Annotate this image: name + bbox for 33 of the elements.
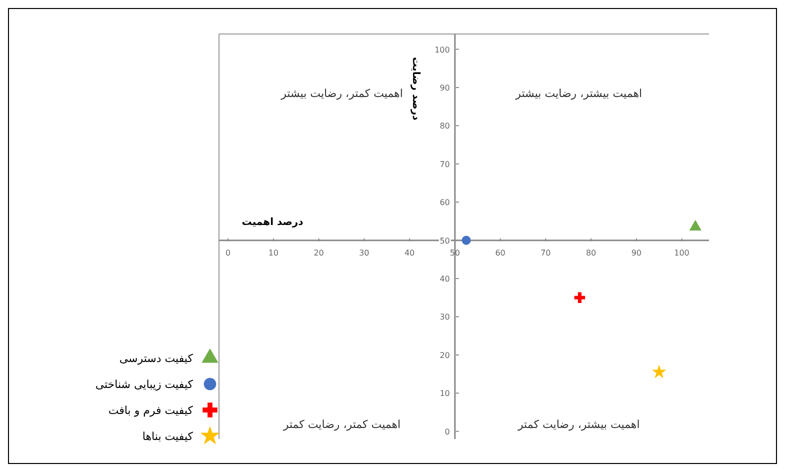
y-tick-label: 0 [444, 427, 450, 436]
legend-label: کیفیت دسترسی [119, 352, 193, 364]
x-tick-label: 0 [226, 248, 231, 258]
y-tick-label: 60 [440, 198, 450, 208]
legend-label: کیفیت فرم و بافت [108, 404, 193, 416]
x-tick-label: 100 [674, 248, 690, 258]
annotation: اهمیت بیشتر، رضایت کمتر [518, 418, 640, 431]
x-tick-label: 70 [540, 248, 551, 258]
x-tick-label: 80 [586, 248, 596, 258]
y-tick-label: 40 [440, 274, 450, 284]
y-tick-label: 10 [440, 389, 450, 398]
legend-label: کیفیت بناها [142, 430, 193, 442]
x-tick-label: 30 [359, 248, 370, 258]
x-tick-label: 90 [631, 248, 642, 258]
y-tick-label: 80 [440, 122, 450, 131]
annotation: اهمیت بیشتر، رضایت بیشتر [516, 87, 642, 100]
y-tick-label: 100 [434, 45, 450, 54]
y-tick-label: 70 [440, 160, 450, 169]
x-tick-label: 40 [404, 248, 415, 258]
x-tick-label: 20 [314, 248, 324, 258]
point [652, 364, 666, 378]
point [574, 292, 586, 303]
x-axis-title: درصد اهمیت [242, 217, 304, 228]
x-tick-label: 10 [268, 248, 279, 258]
y-tick-label: 90 [440, 83, 450, 92]
y-tick-label: 30 [440, 312, 450, 322]
y-tick-label: 20 [440, 350, 450, 360]
point [462, 236, 471, 245]
annotation: اهمیت کمتر، رضایت بیشتر [281, 87, 403, 100]
x-tick-label: 60 [495, 248, 506, 258]
legend-label: کیفیت زیبایی شناختی [95, 378, 193, 390]
y-axis-title: درصد رضایت [410, 57, 421, 120]
annotation: اهمیت کمتر، رضایت کمتر [283, 418, 401, 431]
